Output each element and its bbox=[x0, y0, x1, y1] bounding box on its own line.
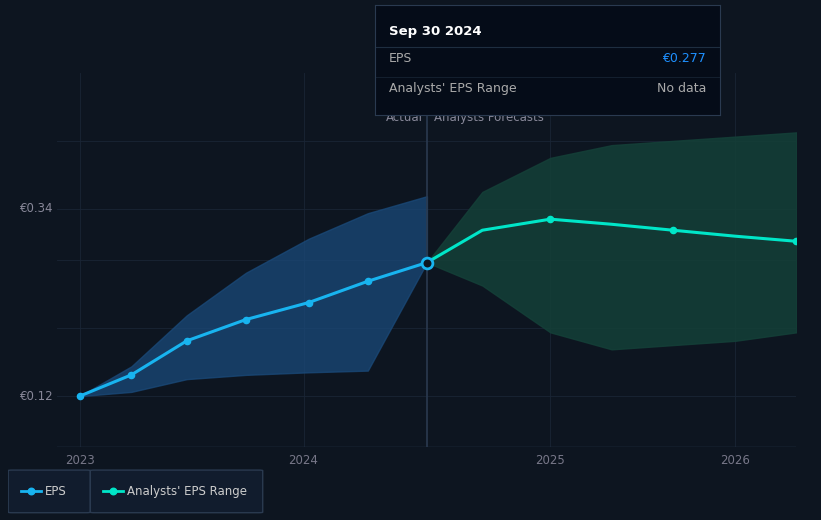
Point bbox=[240, 316, 253, 324]
Point bbox=[790, 237, 803, 245]
Text: Sep 30 2024: Sep 30 2024 bbox=[389, 25, 481, 38]
Point bbox=[25, 487, 38, 496]
Text: Analysts' EPS Range: Analysts' EPS Range bbox=[127, 485, 247, 498]
Point bbox=[125, 371, 138, 379]
Point bbox=[544, 215, 557, 223]
Text: Analysts Forecasts: Analysts Forecasts bbox=[434, 111, 544, 124]
Text: 2025: 2025 bbox=[535, 454, 565, 467]
Text: No data: No data bbox=[657, 82, 706, 95]
Point bbox=[361, 277, 374, 285]
Text: €0.12: €0.12 bbox=[21, 389, 54, 402]
Text: 2024: 2024 bbox=[289, 454, 319, 467]
Text: EPS: EPS bbox=[45, 485, 67, 498]
Point bbox=[73, 392, 86, 400]
FancyBboxPatch shape bbox=[8, 470, 90, 513]
Text: €0.277: €0.277 bbox=[663, 53, 706, 66]
Text: 2026: 2026 bbox=[720, 454, 750, 467]
Point bbox=[667, 226, 680, 235]
Point bbox=[181, 336, 194, 345]
Text: €0.34: €0.34 bbox=[21, 202, 54, 215]
Point bbox=[107, 487, 120, 496]
Point bbox=[302, 298, 315, 307]
Text: 2023: 2023 bbox=[65, 454, 94, 467]
Point bbox=[420, 258, 433, 267]
Point bbox=[420, 258, 433, 267]
FancyBboxPatch shape bbox=[90, 470, 263, 513]
Text: EPS: EPS bbox=[389, 53, 412, 66]
Text: Actual: Actual bbox=[386, 111, 424, 124]
Text: Analysts' EPS Range: Analysts' EPS Range bbox=[389, 82, 516, 95]
